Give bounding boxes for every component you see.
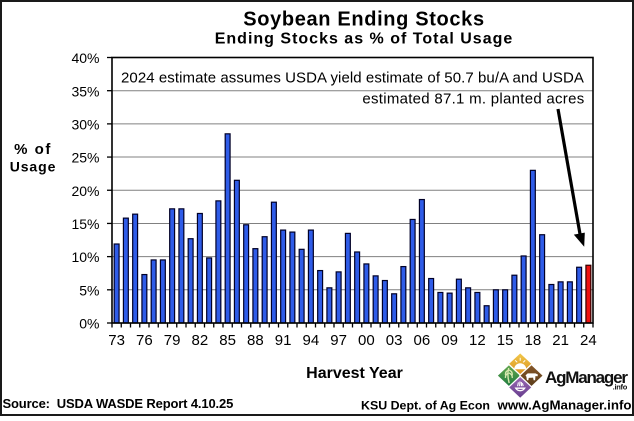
svg-text:Ending Stocks as % of Total Us: Ending Stocks as % of Total Usage [215, 30, 514, 47]
svg-text:Soybean Ending Stocks: Soybean Ending Stocks [243, 9, 484, 31]
svg-text:Source: USDA WASDE Report 4.1: Source: USDA WASDE Report 4.10.25 [3, 396, 234, 411]
svg-text:0%: 0% [79, 316, 99, 332]
svg-text:79: 79 [164, 332, 181, 349]
svg-text:88: 88 [247, 332, 264, 349]
svg-text:Usage: Usage [10, 158, 57, 174]
svg-text:35%: 35% [71, 83, 99, 99]
svg-text:www.AgManager.info: www.AgManager.info [497, 398, 632, 413]
svg-text:25%: 25% [71, 150, 99, 166]
svg-text:94: 94 [303, 332, 320, 349]
svg-text:AgManager: AgManager [545, 368, 628, 387]
svg-text:73: 73 [108, 332, 125, 349]
svg-text:5%: 5% [79, 282, 99, 298]
svg-text:12: 12 [469, 332, 486, 349]
svg-text:18: 18 [525, 332, 542, 349]
svg-text:21: 21 [552, 332, 569, 349]
svg-text:03: 03 [386, 332, 403, 349]
svg-text:40%: 40% [71, 50, 99, 66]
svg-text:% of: % of [14, 141, 52, 158]
svg-text:20%: 20% [71, 183, 99, 199]
svg-text:2024 estimate assumes USDA yie: 2024 estimate assumes USDA yield estimat… [121, 70, 584, 87]
svg-text:85: 85 [219, 332, 236, 349]
svg-text:Harvest Year: Harvest Year [306, 365, 403, 382]
svg-text:30%: 30% [71, 116, 99, 132]
svg-text:00: 00 [358, 332, 375, 349]
svg-text:15%: 15% [71, 216, 99, 232]
svg-text:82: 82 [192, 332, 209, 349]
svg-text:24: 24 [580, 332, 597, 349]
svg-text:estimated 87.1 m. planted acre: estimated 87.1 m. planted acres [362, 91, 584, 108]
svg-text:KSU Dept. of Ag Econ: KSU Dept. of Ag Econ [361, 399, 490, 413]
svg-text:15: 15 [497, 332, 514, 349]
svg-text:06: 06 [414, 332, 431, 349]
svg-text:.info: .info [613, 382, 628, 391]
svg-text:09: 09 [441, 332, 458, 349]
svg-text:97: 97 [330, 332, 347, 349]
svg-text:10%: 10% [71, 249, 99, 265]
svg-text:76: 76 [136, 332, 153, 349]
svg-text:91: 91 [275, 332, 292, 349]
